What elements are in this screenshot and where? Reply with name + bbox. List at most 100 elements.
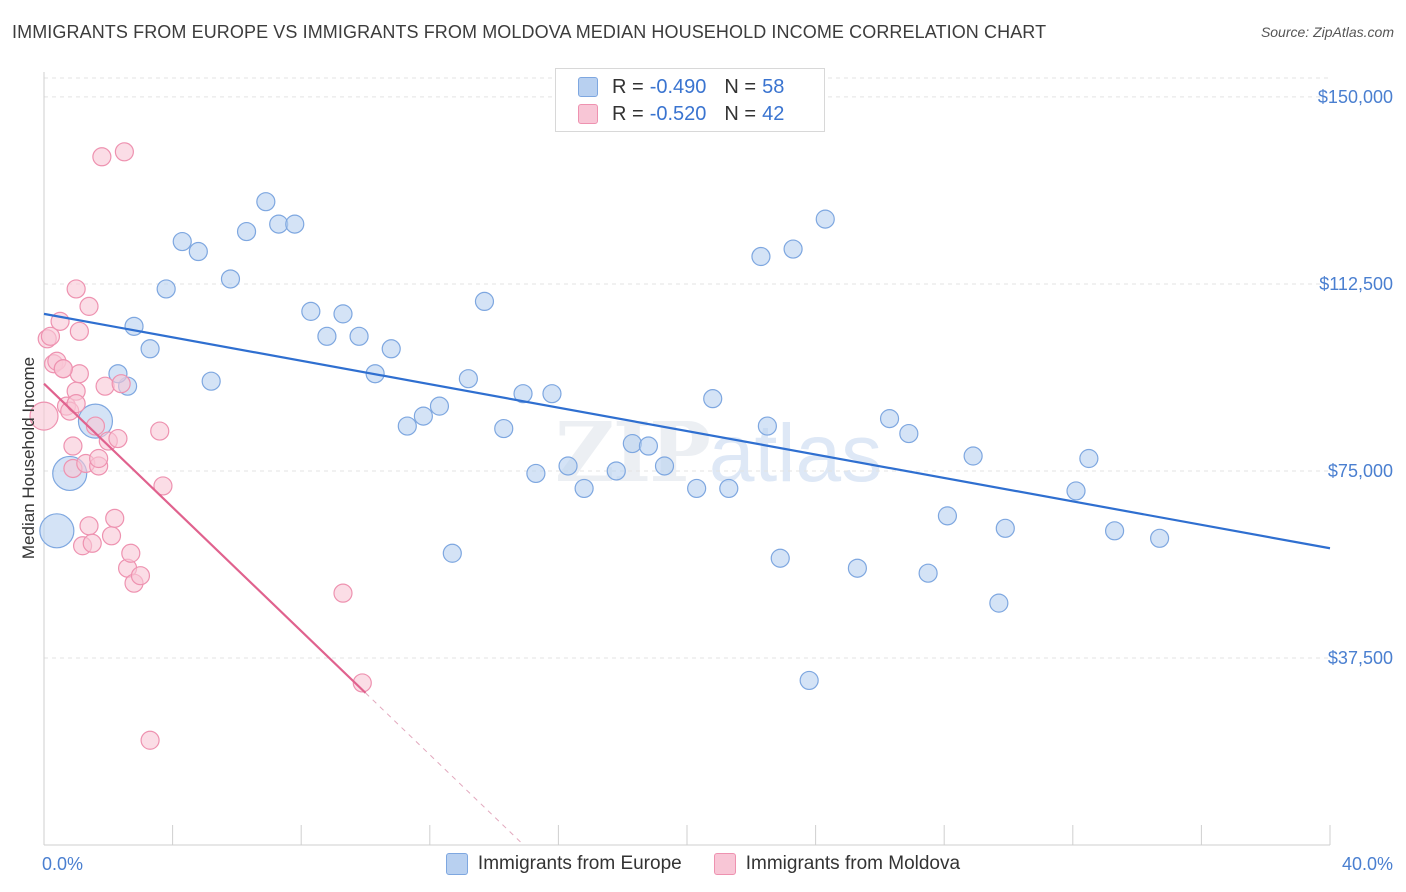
point-moldova — [153, 476, 173, 496]
legend-swatch-europe — [578, 77, 598, 97]
point-europe — [140, 339, 160, 359]
legend-n-label: N = — [724, 102, 757, 125]
legend-r-value: -0.520 — [649, 102, 707, 125]
point-europe — [542, 384, 562, 404]
series-europe-points — [39, 192, 1170, 691]
point-europe — [172, 231, 192, 252]
point-moldova — [82, 533, 102, 553]
x-tick-label: 0.0% — [42, 854, 83, 874]
point-europe — [474, 291, 495, 312]
correlation-legend: R = -0.490 N = 58 R = -0.520 N = 42 — [555, 68, 825, 132]
point-europe — [815, 209, 835, 229]
point-europe — [429, 396, 450, 416]
point-europe — [989, 593, 1009, 613]
point-europe — [638, 436, 659, 456]
trend-line-moldova — [43, 382, 367, 694]
point-europe — [770, 548, 790, 568]
y-tick-label: $112,500 — [1319, 274, 1393, 294]
point-europe — [333, 304, 353, 324]
point-europe — [256, 192, 276, 212]
point-moldova — [66, 394, 86, 414]
point-moldova — [108, 428, 128, 449]
legend-n-value: 42 — [762, 102, 785, 125]
series-moldova-points — [29, 142, 372, 750]
point-europe — [918, 563, 938, 583]
y-tick-label: $150,000 — [1318, 87, 1393, 107]
point-europe — [269, 214, 289, 234]
point-europe — [899, 423, 919, 444]
point-europe — [381, 339, 401, 359]
point-europe — [156, 279, 176, 299]
trend-line-moldova-extension — [365, 692, 525, 846]
y-axis-label: Median Household Income — [19, 357, 38, 559]
point-moldova — [69, 364, 89, 384]
chart-title: IMMIGRANTS FROM EUROPE VS IMMIGRANTS FRO… — [12, 22, 1047, 42]
legend-n-label: N = — [724, 75, 757, 98]
point-moldova — [53, 359, 73, 379]
point-europe — [687, 478, 707, 499]
point-europe — [349, 326, 369, 346]
point-europe — [317, 326, 337, 346]
point-europe — [201, 371, 221, 391]
point-moldova — [95, 376, 115, 396]
point-europe — [397, 416, 417, 436]
legend-label-moldova: Immigrants from Moldova — [745, 853, 961, 874]
point-moldova — [40, 326, 61, 346]
point-europe — [188, 241, 208, 262]
legend-row-europe: R = -0.490 N = 58 — [578, 74, 784, 100]
point-europe — [799, 670, 819, 691]
gridlines — [44, 77, 1330, 659]
point-moldova — [29, 401, 59, 431]
series-legend: Immigrants from Europe Immigrants from M… — [0, 851, 1406, 877]
point-europe — [458, 369, 478, 389]
point-moldova — [79, 296, 99, 316]
point-moldova — [66, 279, 86, 299]
point-moldova — [101, 526, 122, 546]
point-moldova — [121, 543, 141, 563]
point-europe — [751, 246, 771, 267]
trend-line-europe — [43, 312, 1331, 550]
point-europe — [442, 543, 462, 563]
point-europe — [757, 416, 777, 436]
trend-lines — [43, 312, 1331, 846]
watermark-atlas: atlas — [708, 408, 883, 499]
y-axis-ticks: $37,500 $75,000 $112,500 $150,000 — [1318, 87, 1393, 668]
point-europe — [606, 461, 626, 481]
point-europe — [574, 478, 594, 499]
point-moldova — [114, 142, 134, 162]
point-europe — [301, 301, 321, 321]
point-europe — [558, 456, 578, 476]
point-moldova — [130, 566, 151, 586]
point-europe — [285, 214, 305, 234]
point-europe — [236, 221, 257, 242]
point-moldova — [140, 730, 160, 750]
point-europe — [124, 316, 144, 336]
legend-n-value: 58 — [762, 75, 785, 98]
point-moldova — [105, 508, 125, 528]
point-europe — [39, 513, 75, 549]
legend-swatch-moldova — [578, 104, 598, 124]
point-europe — [494, 418, 514, 439]
legend-r-label: R = — [612, 75, 644, 98]
point-moldova — [69, 321, 89, 341]
point-europe — [783, 239, 803, 259]
point-moldova — [150, 421, 170, 441]
point-europe — [703, 389, 723, 409]
point-moldova — [89, 448, 109, 469]
point-europe — [719, 478, 739, 499]
point-europe — [995, 518, 1015, 538]
point-europe — [1104, 521, 1125, 541]
legend-swatch-moldova — [713, 853, 736, 875]
point-moldova — [79, 516, 99, 536]
legend-r-value: -0.490 — [649, 75, 707, 98]
point-europe — [847, 558, 867, 578]
point-moldova — [111, 374, 131, 394]
point-europe — [654, 456, 675, 476]
point-europe — [1079, 448, 1099, 469]
point-moldova — [85, 416, 106, 436]
x-tick-label: 40.0% — [1342, 854, 1393, 874]
point-europe — [879, 409, 900, 429]
point-europe — [413, 406, 433, 426]
legend-row-moldova: R = -0.520 N = 42 — [578, 101, 784, 127]
